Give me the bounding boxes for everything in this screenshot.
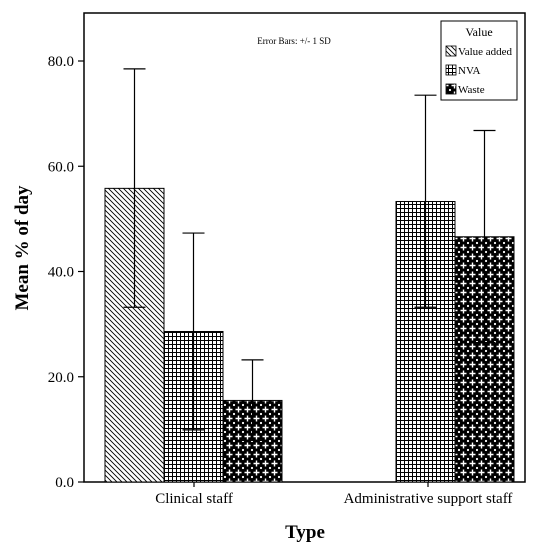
legend-label: NVA: [458, 65, 480, 77]
error-bar: [123, 68, 146, 308]
legend-label: Waste: [458, 84, 485, 96]
legend-swatch: [445, 83, 457, 95]
x-category-label: Clinical staff: [155, 491, 233, 507]
error-bar-note: Error Bars: +/- 1 SD: [257, 36, 331, 46]
legend-item: Value added: [445, 45, 513, 58]
error-bar: [414, 94, 437, 308]
legend-swatch: [445, 64, 457, 76]
error-bar: [241, 359, 264, 442]
x-axis-title: Type: [285, 522, 325, 543]
y-tick-label: 60.0: [48, 159, 74, 175]
x-category-label: Administrative support staff: [344, 491, 513, 507]
error-bar: [473, 129, 496, 344]
y-tick-label: 40.0: [48, 265, 74, 281]
error-bars: [123, 68, 496, 442]
legend-item: Waste: [445, 83, 485, 96]
legend: Value Value added NVA Waste: [440, 20, 518, 101]
y-tick-label: 0.0: [55, 475, 74, 491]
y-axis-ticks: 0.0 20.0 40.0 60.0 80.0: [48, 54, 84, 491]
error-bar: [182, 232, 205, 431]
x-axis-categories: Clinical staff Administrative support sta…: [155, 482, 512, 507]
y-tick-label: 80.0: [48, 54, 74, 70]
bars: [104, 187, 515, 483]
legend-label: Value added: [458, 46, 513, 58]
y-axis-title: Mean % of day: [12, 185, 33, 311]
legend-swatch: [445, 45, 457, 57]
legend-title: Value: [465, 25, 492, 39]
y-tick-label: 20.0: [48, 370, 74, 386]
plot-frame: [83, 12, 526, 483]
legend-item: NVA: [445, 64, 480, 77]
